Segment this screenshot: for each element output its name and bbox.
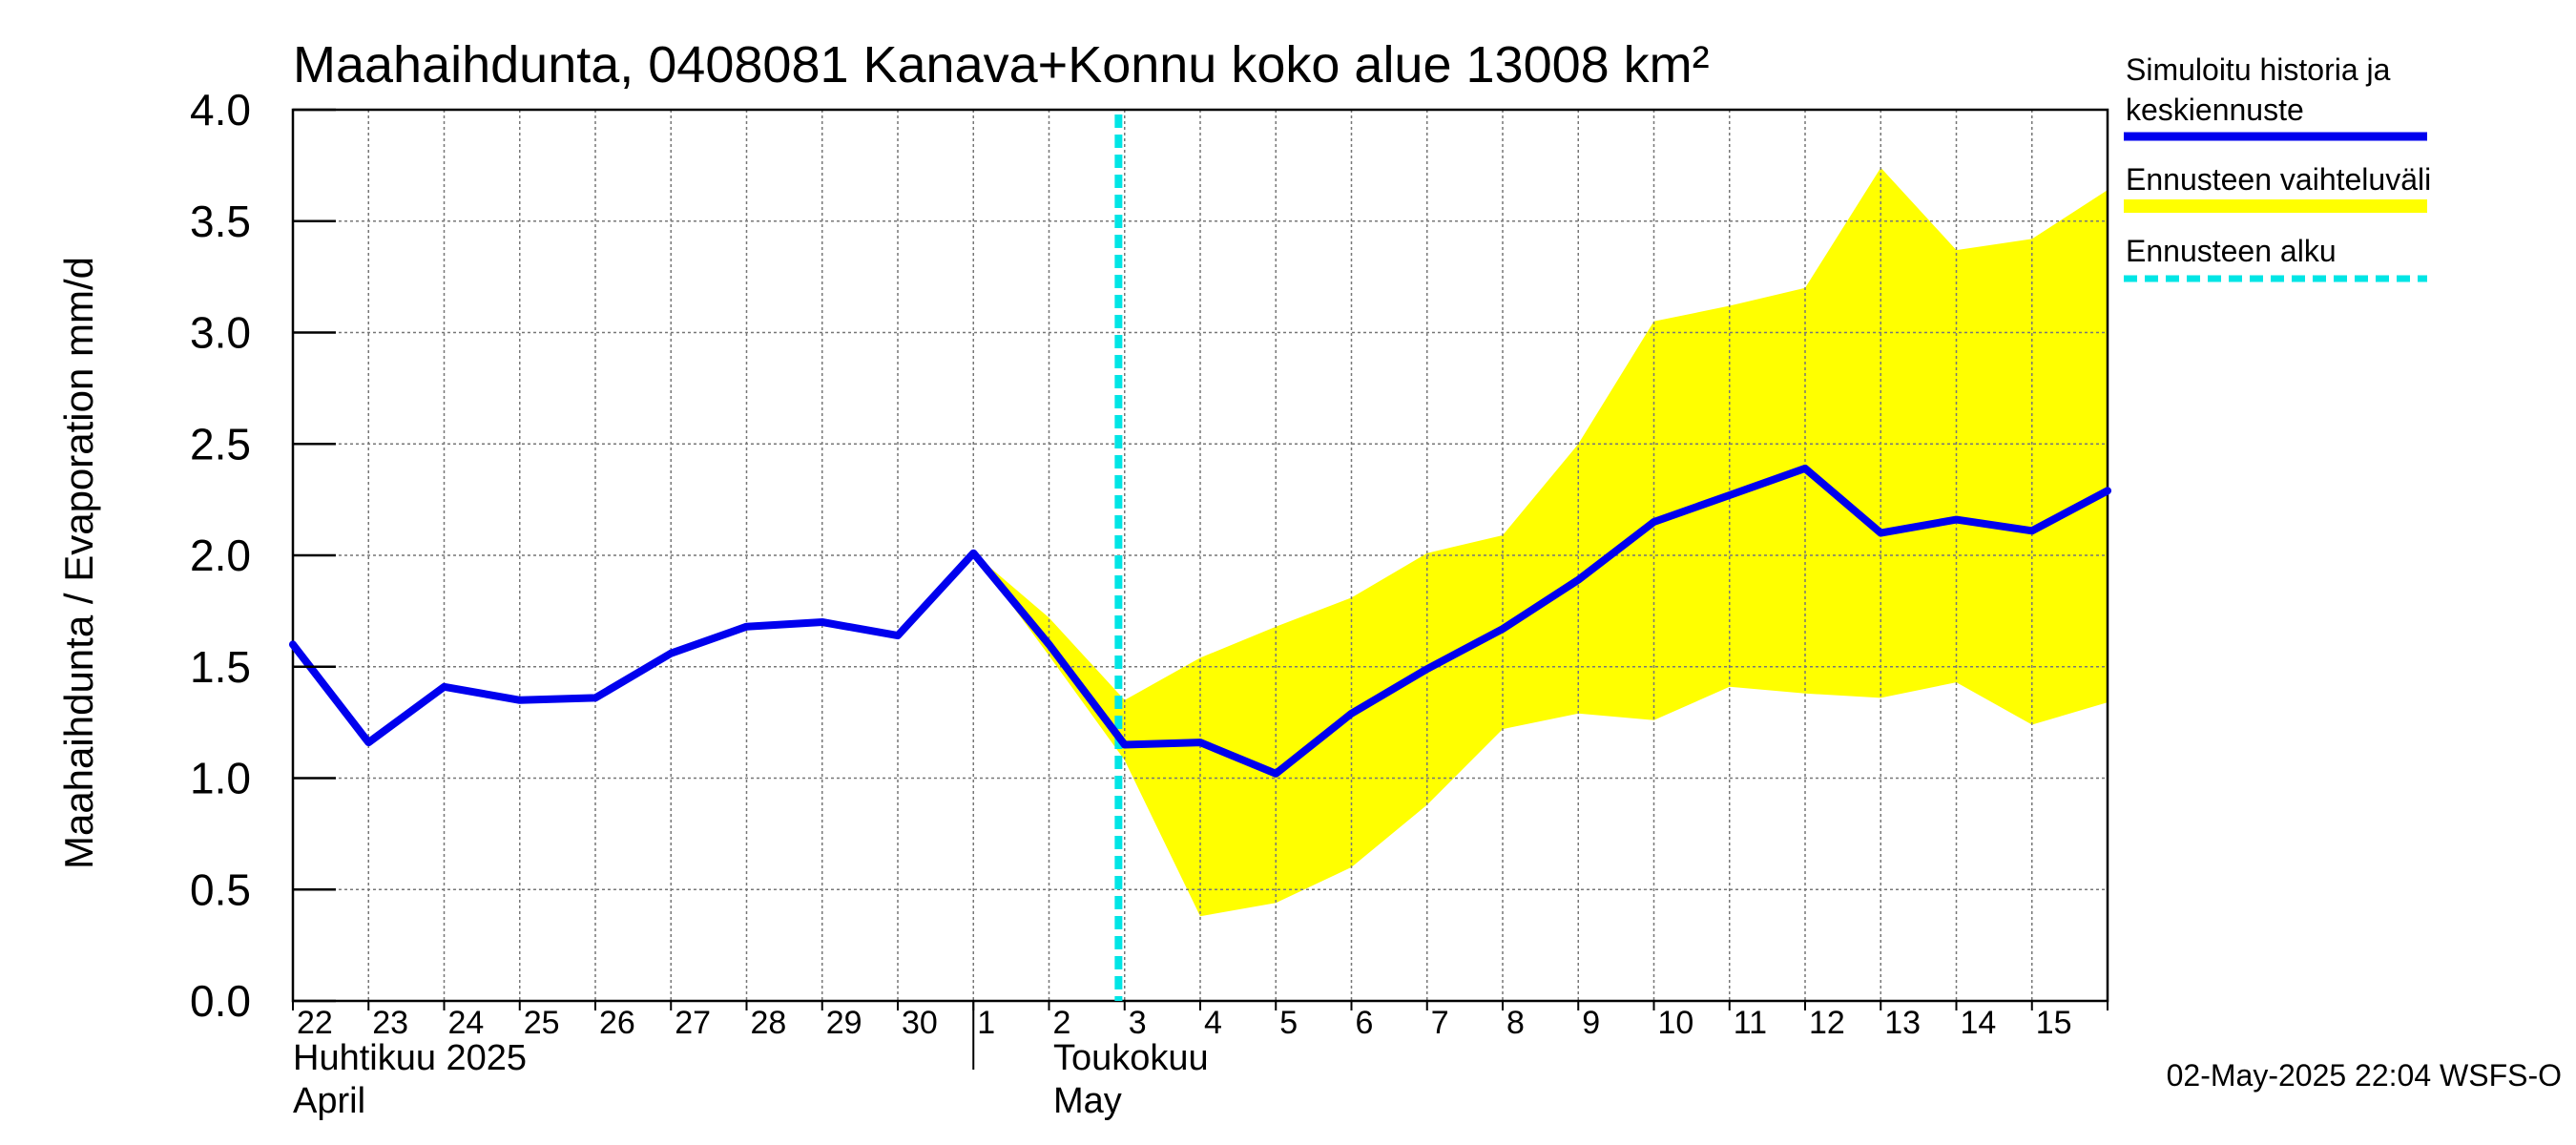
x-tick-label: 24 bbox=[448, 1005, 485, 1041]
y-tick-label: 1.5 bbox=[190, 642, 251, 692]
x-tick-label: 10 bbox=[1658, 1005, 1694, 1041]
y-tick-label: 3.5 bbox=[190, 197, 251, 246]
x-tick-label: 25 bbox=[524, 1005, 560, 1041]
y-tick-label: 1.0 bbox=[190, 754, 251, 803]
y-tick-label: 2.0 bbox=[190, 531, 251, 580]
x-tick-label: 9 bbox=[1582, 1005, 1600, 1041]
x-tick-label: 15 bbox=[2036, 1005, 2072, 1041]
x-tick-label: 1 bbox=[977, 1005, 995, 1041]
x-tick-label: 28 bbox=[751, 1005, 787, 1041]
y-tick-label: 3.0 bbox=[190, 308, 251, 358]
month-label-april-en: April bbox=[293, 1081, 365, 1121]
grid bbox=[293, 110, 2108, 1001]
x-tick-label: 12 bbox=[1809, 1005, 1845, 1041]
x-tick-label: 5 bbox=[1279, 1005, 1298, 1041]
month-label-april-fi: Huhtikuu 2025 bbox=[293, 1038, 527, 1078]
legend-label-forecast-start: Ennusteen alku bbox=[2126, 234, 2337, 268]
legend: Simuloitu historia ja keskiennuste Ennus… bbox=[2124, 52, 2431, 282]
forecast-range-band bbox=[973, 167, 2108, 917]
legend-label-mean-line1: Simuloitu historia ja bbox=[2126, 52, 2391, 87]
x-tick-label: 13 bbox=[1884, 1005, 1921, 1041]
x-tick-label: 3 bbox=[1129, 1005, 1147, 1041]
x-tick-label: 23 bbox=[372, 1005, 408, 1041]
y-tick-label: 2.5 bbox=[190, 419, 251, 468]
x-tick-label: 26 bbox=[599, 1005, 635, 1041]
mean-forecast-line bbox=[289, 464, 2111, 778]
month-label-may-fi: Toukokuu bbox=[1053, 1038, 1209, 1078]
chart-title: Maahaihdunta, 0408081 Kanava+Konnu koko … bbox=[293, 36, 1710, 94]
y-axis-label: Maahaihdunta / Evaporation mm/d bbox=[56, 257, 101, 869]
x-tick-label: 2 bbox=[1053, 1005, 1071, 1041]
y-tick-label: 4.0 bbox=[190, 85, 251, 135]
x-tick-label: 29 bbox=[826, 1005, 862, 1041]
y-tick-label: 0.0 bbox=[190, 976, 251, 1026]
legend-label-range: Ennusteen vaihteluväli bbox=[2126, 162, 2431, 197]
x-tick-label: 22 bbox=[297, 1005, 333, 1041]
x-tick-label: 6 bbox=[1356, 1005, 1374, 1041]
x-axis-ticks: 22 23 24 25 26 27 28 29 30 1 2 3 4 5 6 7 8 9 10 11 12 13 14 15 bbox=[292, 1001, 2109, 1070]
x-tick-label: 27 bbox=[675, 1005, 711, 1041]
x-tick-label: 14 bbox=[1961, 1005, 1997, 1041]
mean-forecast-polyline bbox=[289, 464, 2111, 778]
y-axis-ticks: 0.0 0.5 1.0 1.5 2.0 2.5 3.0 3.5 4.0 bbox=[190, 85, 336, 1026]
x-tick-label: 11 bbox=[1734, 1005, 1767, 1041]
x-tick-label: 7 bbox=[1431, 1005, 1449, 1041]
month-labels: Huhtikuu 2025 April Toukokuu May bbox=[293, 1038, 1209, 1121]
timestamp-footer: 02-May-2025 22:04 WSFS-O bbox=[2167, 1058, 2562, 1093]
forecast-range-area bbox=[973, 167, 2108, 917]
legend-label-mean-line2: keskiennuste bbox=[2126, 93, 2304, 127]
x-tick-label: 4 bbox=[1204, 1005, 1222, 1041]
month-label-may-en: May bbox=[1053, 1081, 1122, 1121]
x-tick-label: 30 bbox=[902, 1005, 938, 1041]
y-tick-label: 0.5 bbox=[190, 864, 251, 914]
x-tick-label: 8 bbox=[1506, 1005, 1525, 1041]
